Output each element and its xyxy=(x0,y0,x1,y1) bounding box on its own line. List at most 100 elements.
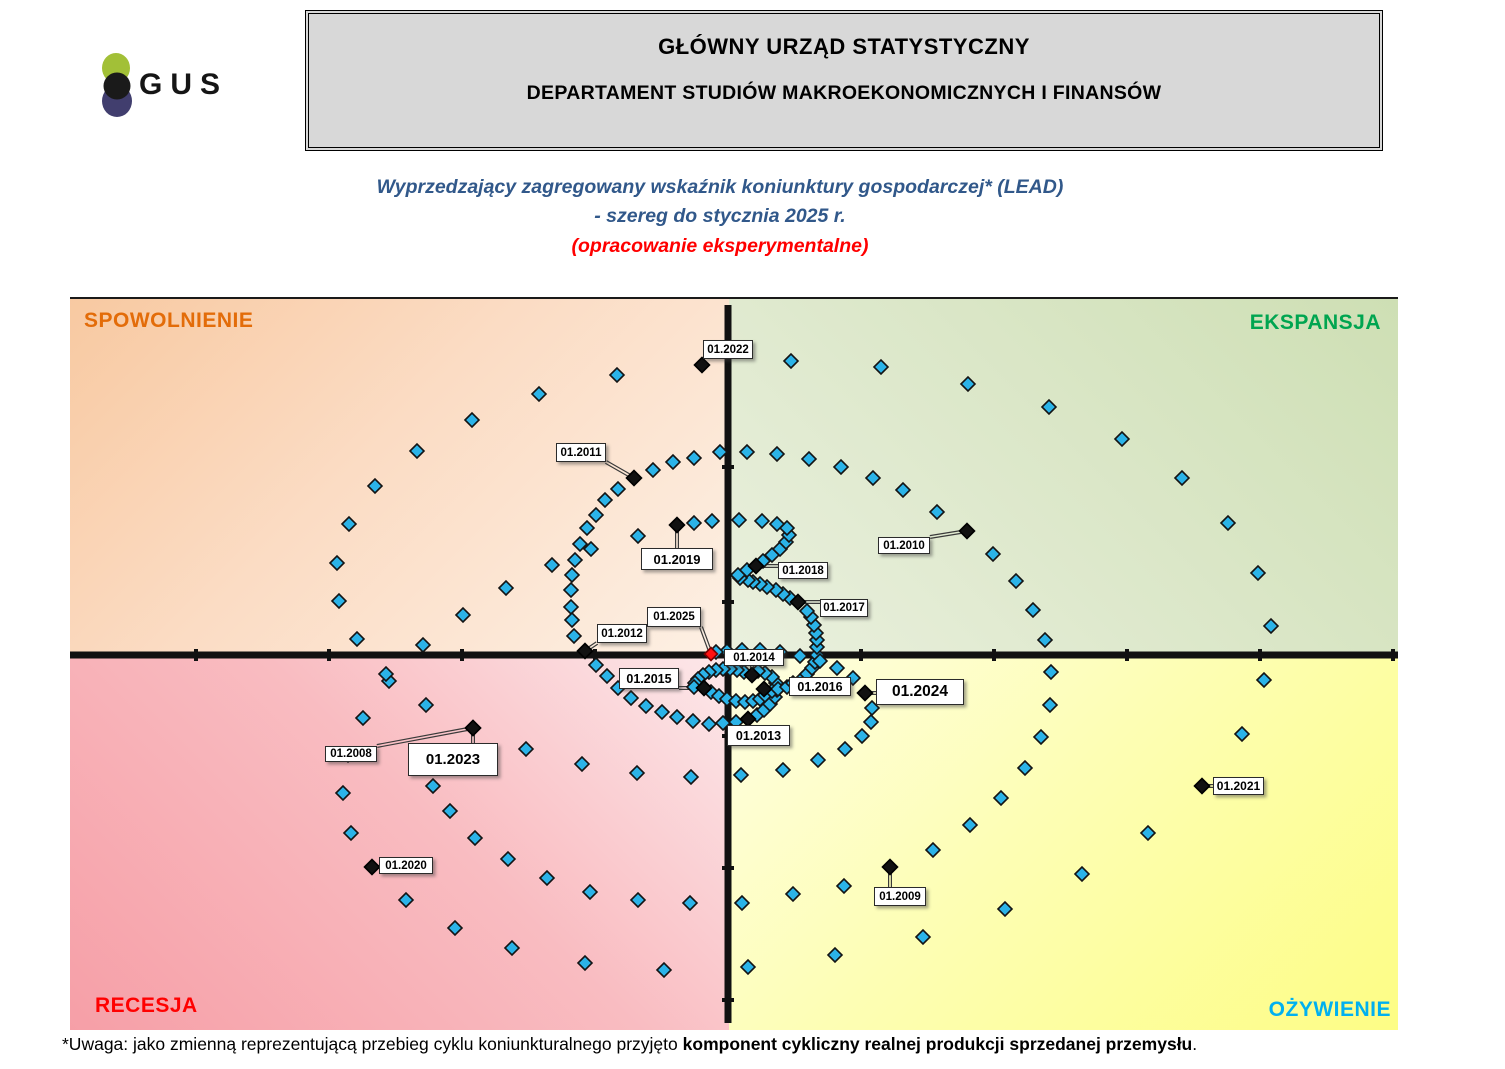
data-point xyxy=(681,894,699,912)
data-point xyxy=(1255,671,1273,689)
data-point xyxy=(340,515,358,533)
data-point xyxy=(543,556,561,574)
data-point xyxy=(562,581,580,599)
data-point xyxy=(417,696,435,714)
data-point-labeled xyxy=(363,858,381,876)
data-point xyxy=(1113,430,1131,448)
year-annotation: 01.2023 xyxy=(408,743,498,776)
data-point xyxy=(768,445,786,463)
year-annotation: 01.2019 xyxy=(641,548,713,570)
data-point xyxy=(992,789,1010,807)
data-point xyxy=(454,606,472,624)
year-annotation: 01.2009 xyxy=(874,887,926,906)
quadrant-recession xyxy=(70,655,729,1030)
year-annotation: 01.2022 xyxy=(703,340,753,359)
data-point xyxy=(622,689,640,707)
year-annotation: 01.2015 xyxy=(619,668,679,689)
data-point xyxy=(1041,696,1059,714)
data-point xyxy=(466,829,484,847)
year-annotation: 01.2008 xyxy=(325,746,377,762)
data-point xyxy=(682,768,700,786)
data-point xyxy=(571,535,589,553)
data-point-labeled xyxy=(1193,777,1211,795)
data-point xyxy=(798,602,816,620)
data-point xyxy=(832,458,850,476)
data-point xyxy=(1073,865,1091,883)
data-point xyxy=(863,699,881,717)
data-point xyxy=(1016,759,1034,777)
data-point xyxy=(1173,469,1191,487)
data-point xyxy=(598,667,616,685)
year-annotation: 01.2024 xyxy=(876,679,964,705)
data-point xyxy=(517,740,535,758)
data-point xyxy=(811,652,829,670)
header-subtitle: DEPARTAMENT STUDIÓW MAKROEKONOMICZNYCH I… xyxy=(526,82,1162,104)
data-point xyxy=(1139,824,1157,842)
data-point xyxy=(733,894,751,912)
data-point-labeled xyxy=(743,666,761,684)
data-point xyxy=(730,511,748,529)
data-point xyxy=(424,777,442,795)
data-point xyxy=(1024,601,1042,619)
data-point-labeled xyxy=(789,593,807,611)
data-point-labeled xyxy=(695,679,713,697)
data-point xyxy=(538,869,556,887)
data-point xyxy=(685,449,703,467)
quadrant-slowdown xyxy=(70,297,729,655)
data-point xyxy=(609,480,627,498)
data-point xyxy=(685,514,703,532)
data-point xyxy=(828,659,846,677)
data-point xyxy=(463,411,481,429)
data-point xyxy=(784,885,802,903)
data-point xyxy=(984,545,1002,563)
data-point xyxy=(1249,564,1267,582)
data-point xyxy=(563,566,581,584)
year-annotation: 01.2025 xyxy=(647,607,701,627)
quadrant-recovery xyxy=(729,655,1398,1030)
data-point xyxy=(397,891,415,909)
data-point-labeled xyxy=(739,710,757,728)
label-ekspansja: EKSPANSJA xyxy=(1249,311,1381,334)
year-annotation: 01.2012 xyxy=(597,624,647,643)
data-point xyxy=(644,461,662,479)
footnote-suffix: . xyxy=(1192,1034,1198,1054)
data-point xyxy=(576,954,594,972)
data-point xyxy=(637,697,655,715)
data-point-labeled xyxy=(464,719,482,737)
label-spowolnienie: SPOWOLNIENIE xyxy=(84,309,254,332)
footnote-normal: *Uwaga: jako zmienną reprezentującą prze… xyxy=(62,1034,683,1054)
data-point-labeled xyxy=(856,684,874,702)
data-point xyxy=(1233,725,1251,743)
data-point xyxy=(739,958,757,976)
business-cycle-clock-chart: SPOWOLNIENIE EKSPANSJA RECESJA OŻYWIENIE… xyxy=(70,297,1398,1030)
data-point xyxy=(862,713,880,731)
data-point-labeled xyxy=(668,516,686,534)
plot-top-border xyxy=(70,297,1398,299)
data-point xyxy=(366,477,384,495)
data-point xyxy=(414,636,432,654)
data-point xyxy=(782,352,800,370)
header-box: GŁÓWNY URZĄD STATYSTYCZNY DEPARTAMENT ST… xyxy=(305,10,1383,151)
data-point xyxy=(1219,514,1237,532)
chart-title-line1: Wyprzedzający zagregowany wskaźnik koniu… xyxy=(376,176,1064,198)
quadrant-expansion xyxy=(729,297,1398,655)
data-point xyxy=(753,512,771,530)
data-point xyxy=(853,727,871,745)
data-point xyxy=(664,453,682,471)
data-point xyxy=(573,755,591,773)
data-point xyxy=(562,598,580,616)
data-point-latest xyxy=(703,646,719,662)
data-point xyxy=(872,358,890,376)
data-point xyxy=(328,554,346,572)
data-point xyxy=(1036,631,1054,649)
data-point xyxy=(894,481,912,499)
data-point xyxy=(800,450,818,468)
year-annotation: 01.2020 xyxy=(379,857,433,874)
data-point xyxy=(563,611,581,629)
data-point xyxy=(334,784,352,802)
data-point xyxy=(582,540,600,558)
data-point xyxy=(578,519,596,537)
label-ozywienie: OŻYWIENIE xyxy=(1268,998,1391,1021)
data-point-labeled xyxy=(755,680,773,698)
footnote-bold: komponent cykliczny realnej produkcji sp… xyxy=(682,1034,1193,1054)
